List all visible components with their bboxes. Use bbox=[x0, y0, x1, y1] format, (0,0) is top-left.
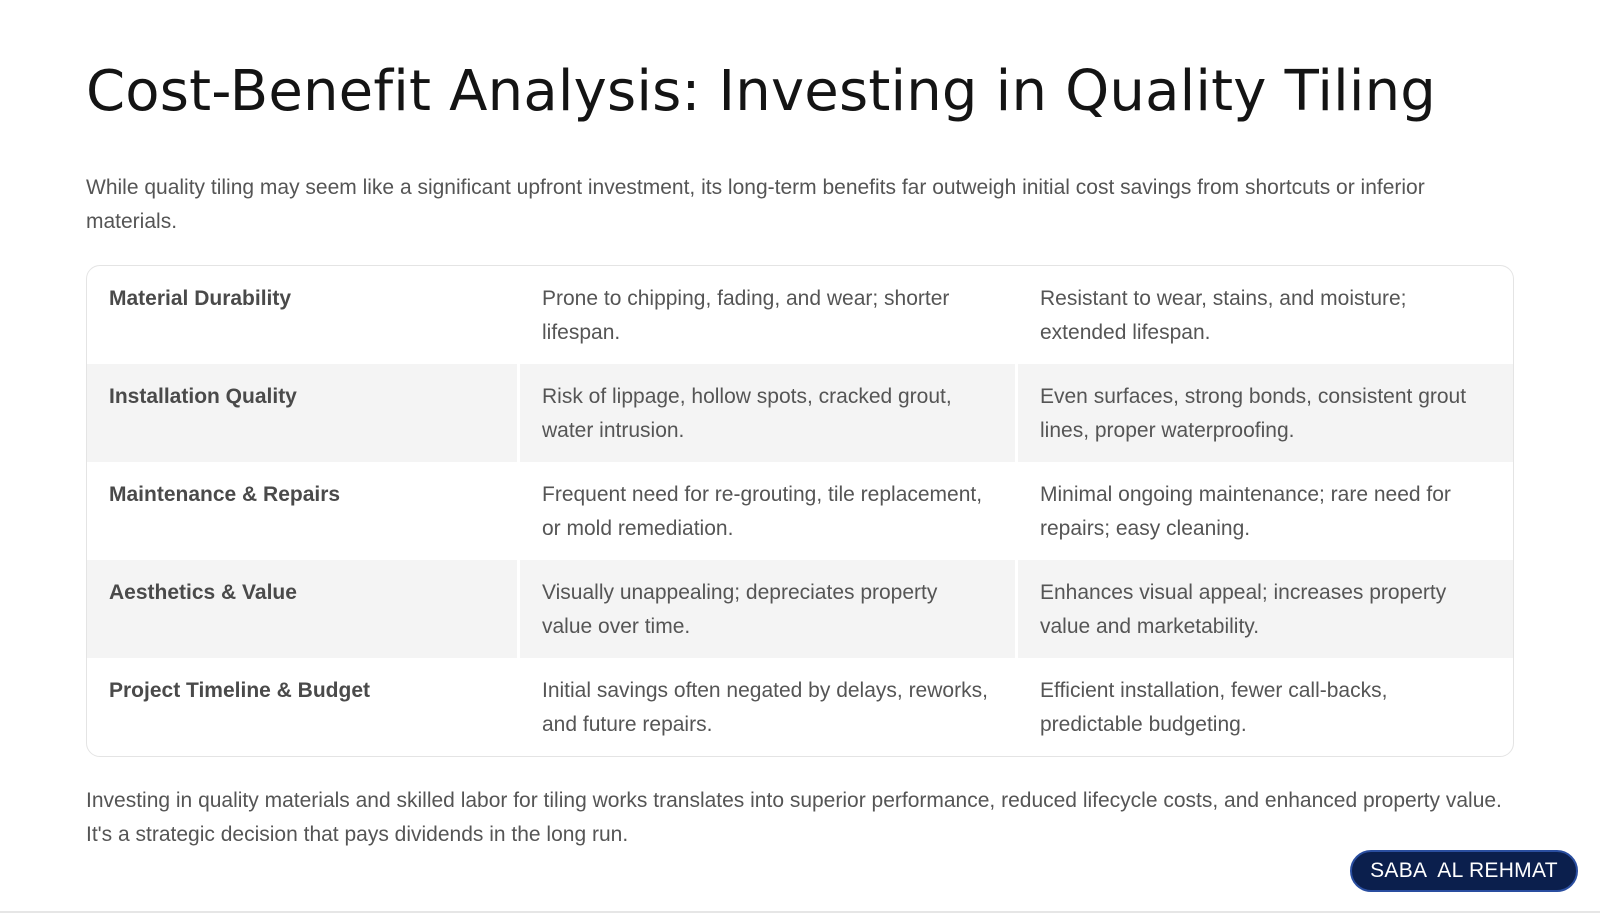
factor-cell: Maintenance & Repairs bbox=[109, 483, 341, 506]
table-row: Project Timeline & Budget Initial saving… bbox=[87, 658, 1513, 756]
page-title: Cost-Benefit Analysis: Investing in Qual… bbox=[86, 59, 1437, 124]
bottom-divider bbox=[0, 911, 1600, 913]
factor-cell: Installation Quality bbox=[109, 385, 297, 408]
brand-badge: SABA AL REHMAT bbox=[1350, 850, 1578, 892]
low-quality-cell: Risk of lippage, hollow spots, cracked g… bbox=[517, 364, 1015, 462]
low-quality-cell: Prone to chipping, fading, and wear; sho… bbox=[517, 266, 1015, 364]
table-row: Installation Quality Risk of lippage, ho… bbox=[87, 364, 1513, 462]
intro-paragraph: While quality tiling may seem like a sig… bbox=[86, 176, 1425, 233]
conclusion-paragraph: Investing in quality materials and skill… bbox=[86, 789, 1502, 846]
low-quality-cell: Initial savings often negated by delays,… bbox=[517, 658, 1015, 756]
low-quality-cell: Frequent need for re-grouting, tile repl… bbox=[517, 462, 1015, 560]
high-quality-cell: Efficient installation, fewer call-backs… bbox=[1015, 658, 1513, 756]
factor-cell: Aesthetics & Value bbox=[109, 581, 297, 604]
high-quality-cell: Enhances visual appeal; increases proper… bbox=[1015, 560, 1513, 658]
table-row: Aesthetics & Value Visually unappealing;… bbox=[87, 560, 1513, 658]
table-row: Maintenance & Repairs Frequent need for … bbox=[87, 462, 1513, 560]
factor-cell: Material Durability bbox=[109, 287, 292, 310]
low-quality-cell: Visually unappealing; depreciates proper… bbox=[517, 560, 1015, 658]
high-quality-cell: Resistant to wear, stains, and moisture;… bbox=[1015, 266, 1513, 364]
high-quality-cell: Even surfaces, strong bonds, consistent … bbox=[1015, 364, 1513, 462]
factor-cell: Project Timeline & Budget bbox=[109, 679, 370, 702]
table-row: Material Durability Prone to chipping, f… bbox=[87, 266, 1513, 364]
comparison-table: Material Durability Prone to chipping, f… bbox=[86, 265, 1514, 757]
high-quality-cell: Minimal ongoing maintenance; rare need f… bbox=[1015, 462, 1513, 560]
